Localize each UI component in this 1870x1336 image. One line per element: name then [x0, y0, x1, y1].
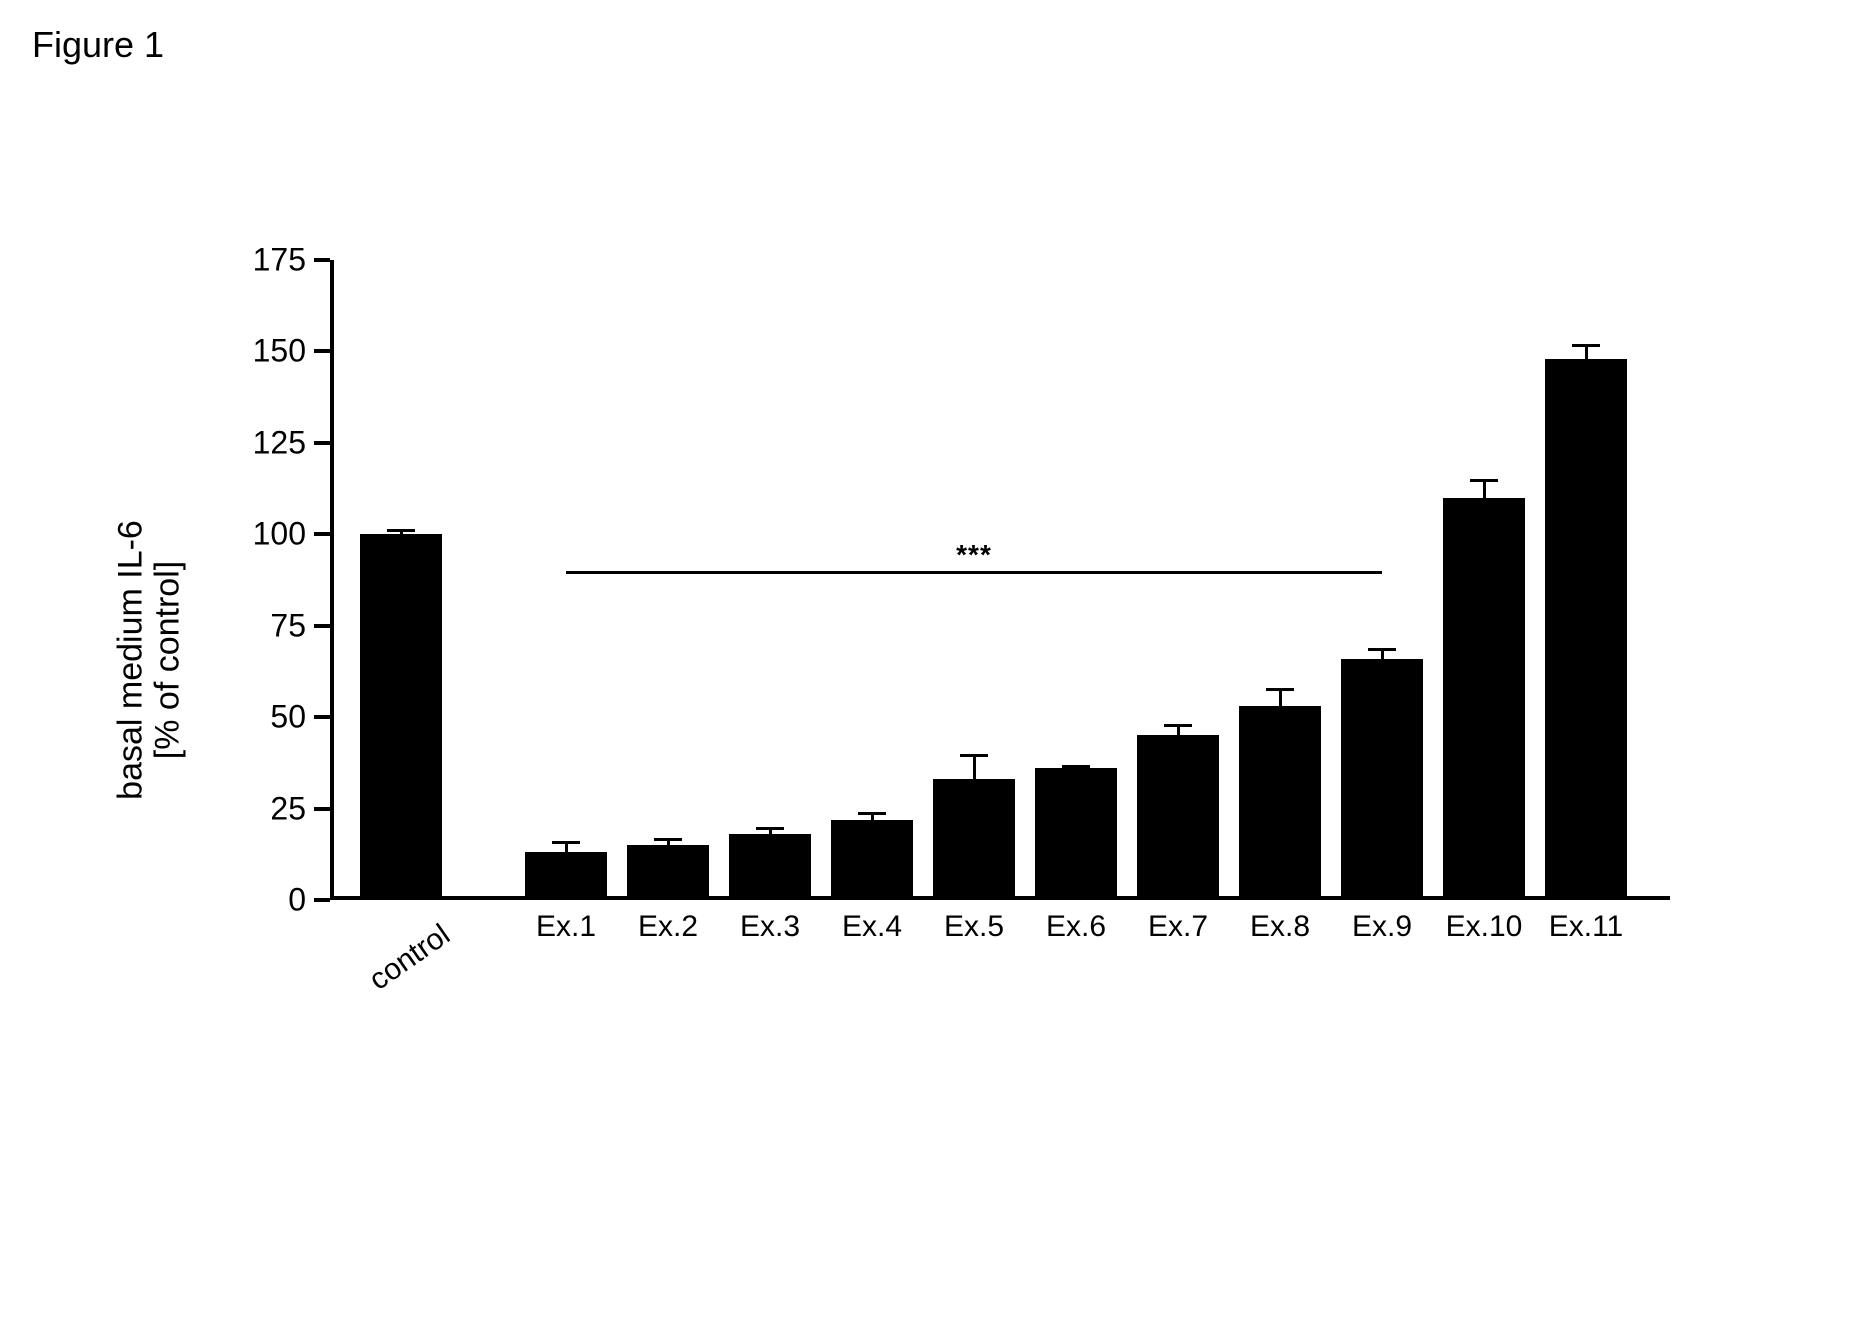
x-tick-label: Ex.2 [638, 910, 698, 944]
x-tick-label: Ex.5 [944, 910, 1004, 944]
error-cap [1470, 479, 1498, 482]
bar [525, 852, 607, 900]
y-axis-label-line-1: basal medium IL-6 [113, 400, 150, 920]
bar [1341, 659, 1423, 900]
error-cap [1266, 688, 1294, 691]
error-cap [654, 838, 682, 841]
error-cap [1164, 724, 1192, 727]
error-cap [1062, 765, 1090, 768]
bar [1035, 768, 1117, 900]
x-tick-label: Ex.7 [1148, 910, 1208, 944]
error-cap [858, 812, 886, 815]
x-tick-label: Ex.9 [1352, 910, 1412, 944]
y-axis-line [330, 260, 334, 900]
bar [1443, 498, 1525, 900]
bar [1239, 706, 1321, 900]
error-cap [960, 754, 988, 757]
error-bar [973, 754, 976, 780]
y-tick-label: 75 [270, 607, 330, 644]
y-tick-label: 100 [253, 516, 330, 553]
bar [933, 779, 1015, 900]
x-tick-label: Ex.4 [842, 910, 902, 944]
error-cap [1368, 648, 1396, 651]
figure-title: Figure 1 [32, 24, 164, 66]
page-root: Figure 1 basal medium IL-6 [% of control… [0, 0, 1870, 1336]
bar [627, 845, 709, 900]
x-tick-label: control [363, 918, 456, 997]
bar [360, 534, 442, 900]
y-tick-label: 50 [270, 699, 330, 736]
error-cap [756, 827, 784, 830]
significance-line [566, 571, 1382, 574]
x-tick-label: Ex.10 [1446, 910, 1523, 944]
bar [831, 820, 913, 900]
y-axis-label-line-2: [% of control] [150, 400, 187, 920]
x-tick-label: Ex.11 [1549, 910, 1624, 944]
plot-area: 0255075100125150175controlEx.1Ex.2Ex.3Ex… [330, 260, 1670, 900]
significance-label: *** [956, 539, 992, 571]
error-cap [387, 529, 415, 532]
bar [729, 834, 811, 900]
y-tick-label: 150 [253, 333, 330, 370]
bar [1137, 735, 1219, 900]
x-tick-label: Ex.8 [1250, 910, 1310, 944]
y-tick-label: 175 [253, 242, 330, 279]
x-tick-label: Ex.6 [1046, 910, 1106, 944]
error-cap [552, 841, 580, 844]
y-axis-label: basal medium IL-6 [% of control] [113, 400, 188, 920]
x-tick-label: Ex.1 [536, 910, 596, 944]
chart-container: basal medium IL-6 [% of control] 0255075… [160, 260, 1720, 1060]
y-tick-label: 25 [270, 790, 330, 827]
error-cap [1572, 344, 1600, 347]
y-tick-label: 125 [253, 424, 330, 461]
bar [1545, 359, 1627, 900]
x-tick-label: Ex.3 [740, 910, 800, 944]
y-tick-label: 0 [288, 882, 330, 919]
